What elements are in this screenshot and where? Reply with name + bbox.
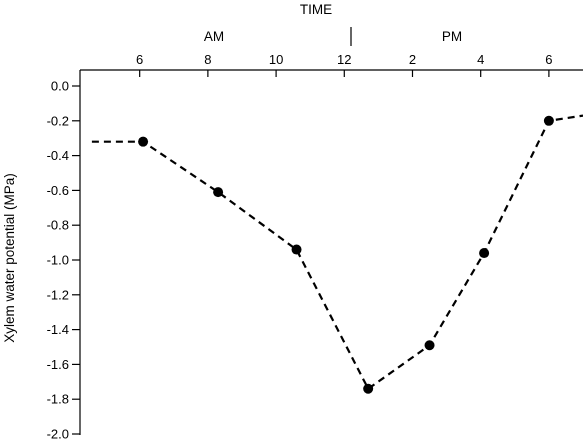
- y-tick-label: -1.6: [47, 357, 69, 372]
- x-tick-label: 6: [136, 52, 143, 67]
- x-tick-label: 10: [269, 52, 283, 67]
- data-marks: [91, 114, 583, 394]
- x-axis-title: TIME: [300, 2, 332, 17]
- x-tick-label: 6: [545, 52, 552, 67]
- y-axis-title: Xylem water potential (MPa): [2, 173, 17, 343]
- y-tick-label: -1.4: [47, 322, 69, 337]
- am-label: AM: [204, 29, 224, 44]
- data-point: [291, 244, 302, 255]
- y-tick-label: -0.8: [47, 218, 69, 233]
- y-tick-label: -1.2: [47, 287, 69, 302]
- x-tick-label: 8: [204, 52, 211, 67]
- x-tick-label: 4: [477, 52, 484, 67]
- y-tick-label: -0.2: [47, 113, 69, 128]
- pm-label: PM: [442, 29, 462, 44]
- data-point: [138, 136, 149, 147]
- y-tick-label: -1.8: [47, 392, 69, 407]
- axes: 0.0 -0.2 -0.4 -0.6 -0.8 -1.0 -1.2 -1.4 -1.6 -1.8 -…: [47, 52, 583, 442]
- y-tick-label: -1.0: [47, 253, 69, 268]
- y-tick-label: -0.4: [47, 148, 69, 163]
- data-point: [363, 383, 374, 394]
- data-point: [424, 340, 435, 351]
- data-point: [543, 115, 554, 126]
- data-point: [479, 248, 490, 259]
- y-tick-label: -2.0: [47, 427, 69, 442]
- series-line: [91, 114, 583, 391]
- y-tick-label: 0.0: [51, 79, 69, 94]
- data-point: [213, 187, 224, 198]
- x-tick-label: 2: [409, 52, 416, 67]
- x-tick-label: 12: [337, 52, 351, 67]
- y-tick-label: -0.6: [47, 183, 69, 198]
